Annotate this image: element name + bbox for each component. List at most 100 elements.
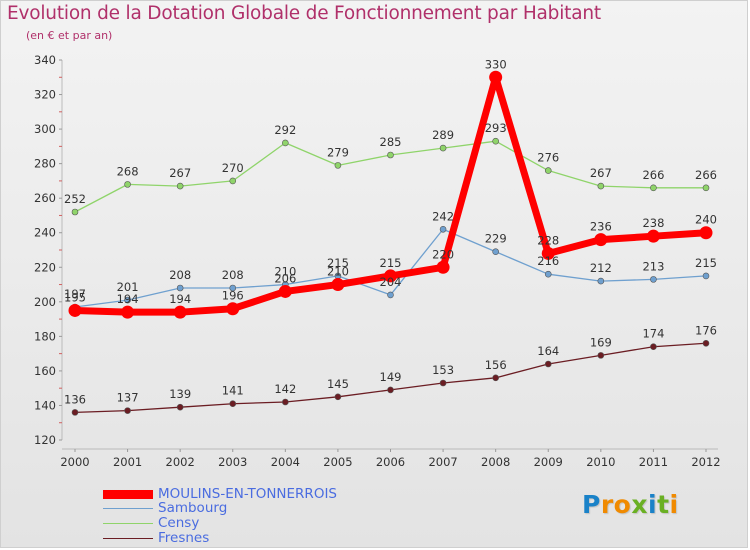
data-label-censy: 252 [64,192,86,206]
data-point-censy [544,167,552,174]
data-label-moulins-en-tonnerrois: 236 [590,220,612,234]
x-tick-label: 2008 [481,455,510,469]
data-label-moulins-en-tonnerrois: 195 [64,290,86,304]
data-point-censy [334,162,342,169]
data-label-moulins-en-tonnerrois: 206 [274,271,296,285]
legend-label-censy: Censy [158,515,200,531]
data-point-censy [387,151,394,159]
data-point-sambourg [492,248,499,256]
data-label-censy: 268 [117,164,139,178]
y-tick-label: 160 [34,364,56,378]
data-point-moulins-en-tonnerrois [384,269,397,283]
legend-item-censy: Censy [103,516,199,530]
data-point-fresnes [492,374,499,382]
logo-letter: i [669,490,679,519]
data-label-moulins-en-tonnerrois: 194 [169,292,191,306]
data-label-sambourg: 242 [432,209,454,223]
legend-label-moulins: MOULINS-EN-TONNERROIS [158,486,337,502]
logo-letter: i [648,490,658,519]
data-point-fresnes [544,360,552,368]
data-label-censy: 279 [327,145,349,159]
data-point-censy [176,182,184,190]
data-point-censy [650,184,657,192]
data-point-sambourg [650,276,657,283]
data-label-fresnes: 169 [590,335,612,349]
data-point-sambourg [597,277,605,285]
data-point-sambourg [387,291,394,299]
proxiti-logo: Proxiti [582,490,679,519]
data-point-fresnes [176,403,184,411]
data-point-moulins-en-tonnerrois [594,233,608,247]
data-label-sambourg: 229 [485,232,507,246]
data-label-fresnes: 153 [432,363,454,377]
chart-subtitle: (en € et par an) [26,29,113,42]
data-point-censy [282,139,289,147]
data-label-censy: 266 [642,168,664,182]
data-point-fresnes [124,407,131,414]
data-point-moulins-en-tonnerrois [646,229,660,243]
legend-item-fresnes: Fresnes [103,531,209,545]
data-label-fresnes: 174 [642,327,664,341]
data-label-fresnes: 142 [274,382,296,396]
x-tick-label: 2010 [586,455,615,469]
x-tick-label: 2004 [271,455,300,469]
data-point-moulins-en-tonnerrois [226,302,240,316]
x-tick-label: 2001 [113,455,142,469]
data-label-fresnes: 164 [537,344,559,358]
data-label-moulins-en-tonnerrois: 228 [537,233,559,247]
x-tick-label: 2000 [60,455,89,469]
chart-title: Evolution de la Dotation Globale de Fonc… [7,3,601,24]
data-label-censy: 276 [537,151,559,165]
data-label-moulins-en-tonnerrois: 194 [117,292,139,306]
x-tick-label: 2009 [534,455,563,469]
data-point-censy [71,208,79,216]
legend-item-moulins: MOULINS-EN-TONNERROIS [103,487,337,501]
data-point-moulins-en-tonnerrois [436,260,450,274]
logo-letter: P [582,490,601,519]
data-label-fresnes: 139 [169,387,191,401]
y-tick-label: 140 [34,398,56,412]
data-label-censy: 292 [274,123,296,137]
data-label-moulins-en-tonnerrois: 210 [327,265,349,279]
data-point-sambourg [439,225,447,233]
data-label-sambourg: 216 [537,254,559,268]
data-label-fresnes: 145 [327,377,349,391]
data-point-fresnes [650,343,657,351]
data-label-fresnes: 136 [64,392,86,406]
data-point-moulins-en-tonnerrois [173,305,187,319]
data-point-censy [439,144,447,152]
data-point-censy [492,137,499,145]
x-tick-label: 2002 [166,455,195,469]
data-label-fresnes: 149 [380,370,402,384]
y-tick-label: 300 [34,122,56,136]
data-label-fresnes: 176 [695,323,717,337]
y-tick-label: 200 [34,295,56,309]
y-tick-label: 120 [34,433,56,447]
data-label-censy: 289 [432,128,454,142]
data-label-censy: 285 [380,135,402,149]
data-point-moulins-en-tonnerrois [331,278,345,292]
y-tick-label: 260 [34,191,56,205]
data-label-censy: 270 [222,161,244,175]
data-label-sambourg: 215 [695,256,717,270]
x-tick-label: 2005 [323,455,352,469]
data-point-sambourg [124,296,131,304]
x-tick-label: 2003 [218,455,247,469]
data-point-sambourg [176,284,184,292]
data-label-sambourg: 215 [327,256,349,270]
data-point-fresnes [702,339,710,347]
data-point-fresnes [229,400,237,408]
x-tick-label: 2011 [639,455,668,469]
data-point-fresnes [334,393,342,401]
data-point-censy [597,182,605,190]
logo-letter: r [600,490,614,519]
data-point-moulins-en-tonnerrois [699,226,713,240]
y-tick-label: 340 [34,53,56,67]
legend-label-sambourg: Sambourg [158,500,228,516]
x-tick-label: 2006 [376,455,405,469]
chart-data-labels: 136 137 139 141 142 145 149 153 156 164 169 174 176 2… [64,57,717,406]
data-label-fresnes: 141 [222,384,244,398]
data-label-fresnes: 156 [485,358,507,372]
